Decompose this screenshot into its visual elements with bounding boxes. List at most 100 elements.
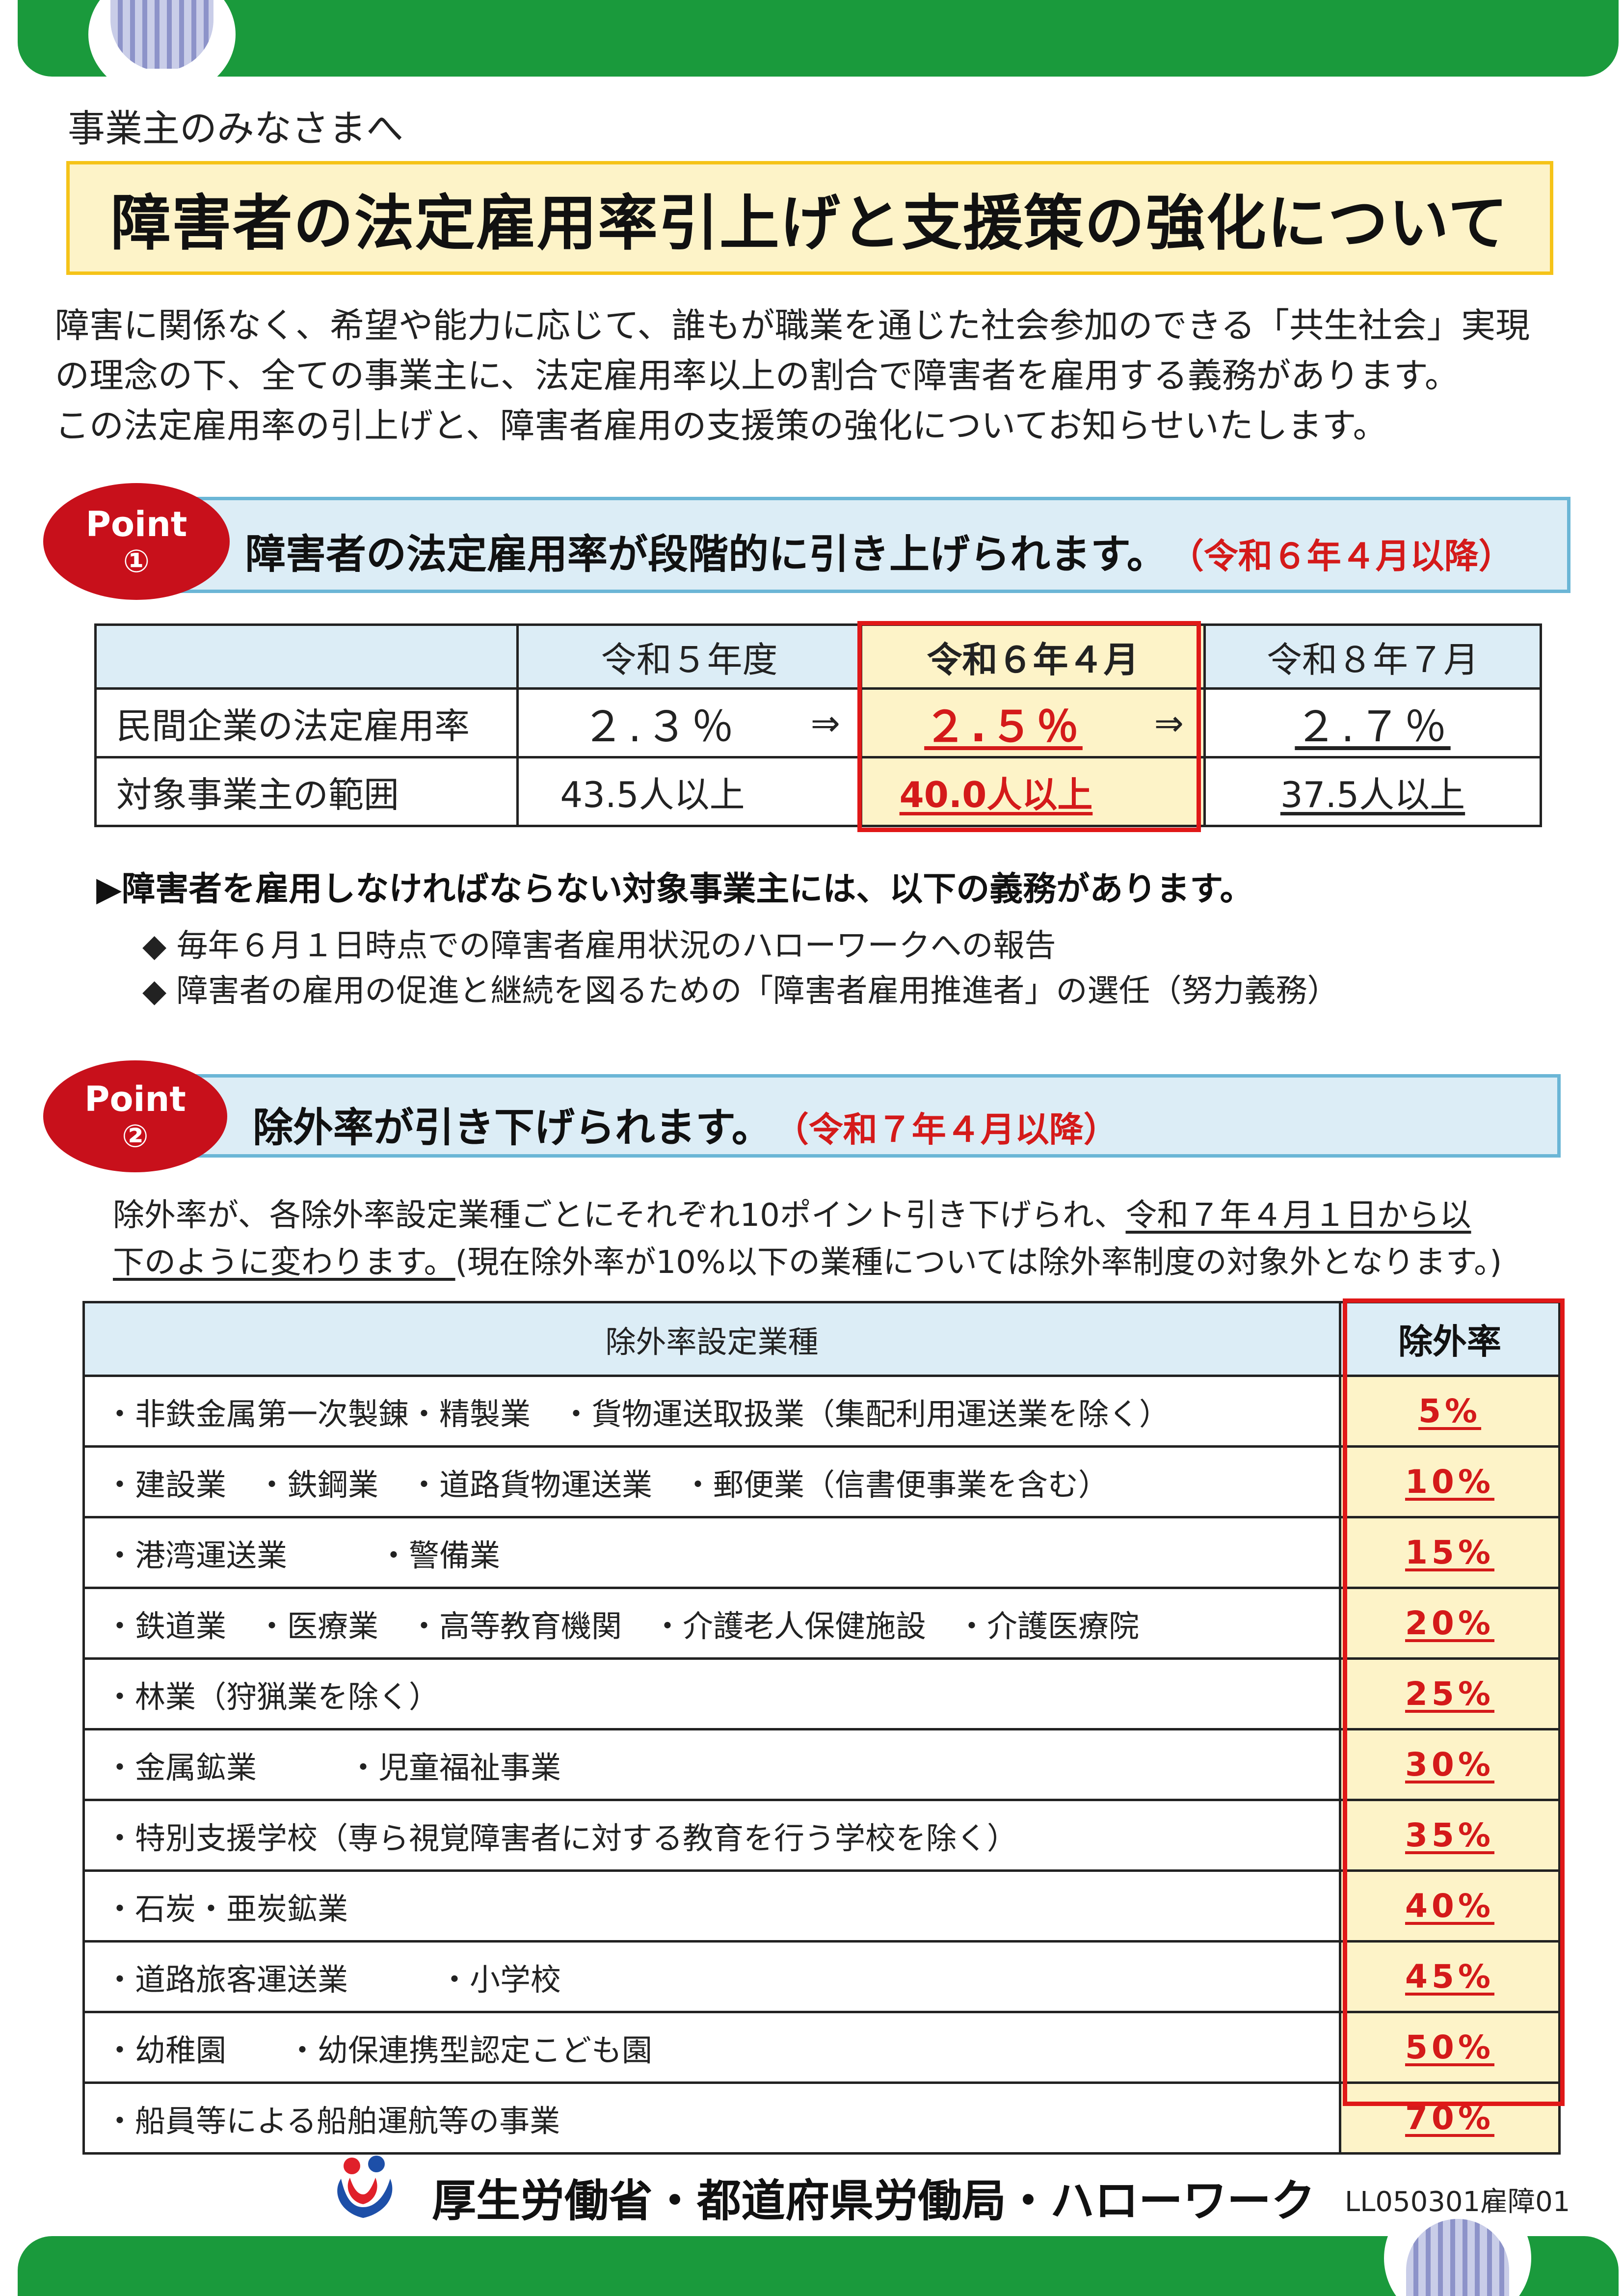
industry-cell: ・鉄道業 ・医療業 ・高等教育機関 ・介護老人保健施設 ・介護医療院 <box>82 1587 1341 1660</box>
table-row: 令和５年度 令和６年４月 令和８年７月 <box>94 623 1542 690</box>
rate-cell: 30% <box>1339 1728 1561 1801</box>
bottom-green-band <box>18 2236 1619 2296</box>
table-row: ・金属鉱業 ・児童福祉事業 30% <box>82 1728 1561 1801</box>
table-header-row: 除外率設定業種 除外率 <box>82 1301 1561 1377</box>
intro-line: の理念の下、全ての事業主に、法定雇用率以上の割合で障害者を雇用する義務があります… <box>55 355 1459 396</box>
document-code: LL050301雇障01 <box>1345 2186 1570 2218</box>
header-cell: 令和５年度 <box>516 623 862 690</box>
rate-cell: ２.３％ ⇒ <box>516 687 862 758</box>
point1-text: 障害者の法定雇用率が段階的に引き上げられます。 <box>245 531 1167 578</box>
desc-text: (現在除外率が10%以下の業種については除外率制度の対象外となります。) <box>455 1244 1502 1281</box>
desc-underlined: 令和７年４月１日から以 <box>1125 1197 1471 1234</box>
row-label: 対象事業主の範囲 <box>94 756 519 827</box>
table-row: ・道路旅客運送業 ・小学校 45% <box>82 1940 1561 2013</box>
obligation-text: 毎年６月１日時点での障害者雇用状況のハローワークへの報告 <box>176 928 1056 964</box>
table-row: ・港湾運送業 ・警備業 15% <box>82 1516 1561 1589</box>
rate-value: 50% <box>1405 2028 1494 2066</box>
greeting: 事業主のみなさまへ <box>68 107 403 150</box>
rate-value: 35% <box>1405 1816 1494 1854</box>
point2-badge-number: ② <box>122 1118 149 1155</box>
footer-organization: 厚生労働省・都道府県労働局・ハローワーク <box>432 2175 1315 2227</box>
bottom-striped-dome-icon <box>1406 2219 1509 2296</box>
top-green-band <box>18 0 1619 77</box>
point2-date: （令和７年４月以降） <box>791 1109 1118 1150</box>
industry-cell: ・建設業 ・鉄鋼業 ・道路貨物運送業 ・郵便業（信書便事業を含む） <box>82 1445 1341 1518</box>
exclusion-description: 除外率が、各除外率設定業種ごとにそれぞれ10ポイント引き下げられ、令和７年４月１… <box>113 1192 1561 1286</box>
rate-cell: 70% <box>1339 2081 1561 2155</box>
header-cell <box>94 623 519 690</box>
point1-badge-word: Point <box>85 504 187 544</box>
header-rate: 除外率 <box>1339 1301 1561 1377</box>
industry-cell: ・幼稚園 ・幼保連携型認定こども園 <box>82 2011 1341 2084</box>
arrow-icon: ⇒ <box>1154 702 1184 744</box>
point2-bar <box>147 1074 1561 1158</box>
title-box: 障害者の法定雇用率引上げと支援策の強化について <box>66 161 1553 275</box>
rate-cell: 5% <box>1339 1375 1561 1448</box>
table-row: 対象事業主の範囲 43.5人以上 40.0人以上 37.5人以上 <box>94 756 1542 827</box>
point2-badge: Point ② <box>43 1060 227 1172</box>
rate-value: 30% <box>1405 1746 1494 1783</box>
scope-value: 40.0人以上 <box>899 774 1093 815</box>
point1-badge: Point ① <box>43 483 230 600</box>
industry-cell: ・港湾運送業 ・警備業 <box>82 1516 1341 1589</box>
table-row: ・石炭・亜炭鉱業 40% <box>82 1869 1561 1943</box>
industry-cell: ・道路旅客運送業 ・小学校 <box>82 1940 1341 2013</box>
header-cell-text: 令和６年４月 <box>927 639 1139 680</box>
table-row: ・建設業 ・鉄鋼業 ・道路貨物運送業 ・郵便業（信書便事業を含む） 10% <box>82 1445 1561 1518</box>
top-striped-dome-icon <box>110 0 213 69</box>
rate-cell: 20% <box>1339 1587 1561 1660</box>
industry-cell: ・石炭・亜炭鉱業 <box>82 1869 1341 1943</box>
employment-rate-table: 令和５年度 令和６年４月 令和８年７月 民間企業の法定雇用率 ２.３％ ⇒ ２.… <box>94 623 1542 827</box>
point1-badge-number: ① <box>123 543 150 580</box>
row-label: 民間企業の法定雇用率 <box>94 687 519 758</box>
rate-value: ２.３％ <box>582 702 738 752</box>
rate-cell: 25% <box>1339 1657 1561 1730</box>
point2-badge-word: Point <box>84 1079 186 1119</box>
table-row: ・非鉄金属第一次製錬・精製業 ・貨物運送取扱業（集配利用運送業を除く） 5% <box>82 1375 1561 1448</box>
point1-heading: 障害者の法定雇用率が段階的に引き上げられます。 （令和６年４月以降） <box>245 521 1513 580</box>
industry-cell: ・非鉄金属第一次製錬・精製業 ・貨物運送取扱業（集配利用運送業を除く） <box>82 1375 1341 1448</box>
point1-bar <box>147 497 1570 593</box>
rate-cell: 35% <box>1339 1799 1561 1872</box>
rate-value: 15% <box>1405 1534 1494 1571</box>
arrow-icon: ⇒ <box>810 702 840 744</box>
table-row: ・特別支援学校（専ら視覚障害者に対する教育を行う学校を除く） 35% <box>82 1799 1561 1872</box>
page-title: 障害者の法定雇用率引上げと支援策の強化について <box>110 188 1509 258</box>
intro-paragraph: 障害に関係なく、希望や能力に応じて、誰もが職業を通じた社会参加のできる「共生社会… <box>55 300 1586 451</box>
diamond-bullet-icon: ◆ <box>142 973 167 1009</box>
scope-cell: 40.0人以上 <box>860 756 1206 827</box>
point1-date: （令和６年４月以降） <box>1186 536 1513 576</box>
desc-text: 除外率が、各除外率設定業種ごとにそれぞれ10ポイント引き下げられ、 <box>113 1197 1126 1234</box>
table-row: ・鉄道業 ・医療業 ・高等教育機関 ・介護老人保健施設 ・介護医療院 20% <box>82 1587 1561 1660</box>
rate-cell: ２.７％ <box>1203 687 1542 758</box>
header-cell: 令和６年４月 <box>860 623 1206 690</box>
industry-cell: ・林業（狩猟業を除く） <box>82 1657 1341 1730</box>
rate-cell: 50% <box>1339 2011 1561 2084</box>
rate-value: 45% <box>1405 1958 1494 1996</box>
industry-cell: ・金属鉱業 ・児童福祉事業 <box>82 1728 1341 1801</box>
exclusion-rate-table: 除外率設定業種 除外率 ・非鉄金属第一次製錬・精製業 ・貨物運送取扱業（集配利用… <box>82 1301 1561 2155</box>
table-row: ・幼稚園 ・幼保連携型認定こども園 50% <box>82 2011 1561 2084</box>
rate-value: 70% <box>1405 2099 1494 2137</box>
rate-value: 25% <box>1405 1675 1494 1713</box>
rate-cell: 15% <box>1339 1516 1561 1589</box>
industry-cell: ・特別支援学校（専ら視覚障害者に対する教育を行う学校を除く） <box>82 1799 1341 1872</box>
rate-cell: 40% <box>1339 1869 1561 1943</box>
intro-line: この法定雇用率の引上げと、障害者雇用の支援策の強化についてお知らせいたします。 <box>55 405 1387 446</box>
point2-heading: 除外率が引き下げられます。 （令和７年４月以降） <box>253 1095 1118 1153</box>
obligation-item: ◆ 毎年６月１日時点での障害者雇用状況のハローワークへの報告 <box>142 920 1056 966</box>
obligation-text: 障害者の雇用の促進と継続を図るための「障害者雇用推進者」の選任（努力義務） <box>176 973 1339 1009</box>
rate-cell: 45% <box>1339 1940 1561 2013</box>
mhlw-logo-icon <box>326 2149 405 2223</box>
table-row: 民間企業の法定雇用率 ２.３％ ⇒ ２.５％ ⇒ ２.７％ <box>94 687 1542 758</box>
rate-value: ２.７％ <box>1295 702 1451 752</box>
point2-text: 除外率が引き下げられます。 <box>253 1105 772 1151</box>
rate-cell: ２.５％ ⇒ <box>860 687 1206 758</box>
header-industry: 除外率設定業種 <box>82 1301 1341 1377</box>
desc-underlined: 下のように変わります。 <box>113 1244 455 1281</box>
scope-value: 37.5人以上 <box>1280 774 1465 815</box>
rate-value: 40% <box>1405 1887 1494 1925</box>
rate-value: 5% <box>1418 1392 1482 1430</box>
rate-value: 20% <box>1405 1604 1494 1642</box>
intro-line: 障害に関係なく、希望や能力に応じて、誰もが職業を通じた社会参加のできる「共生社会… <box>55 305 1530 346</box>
